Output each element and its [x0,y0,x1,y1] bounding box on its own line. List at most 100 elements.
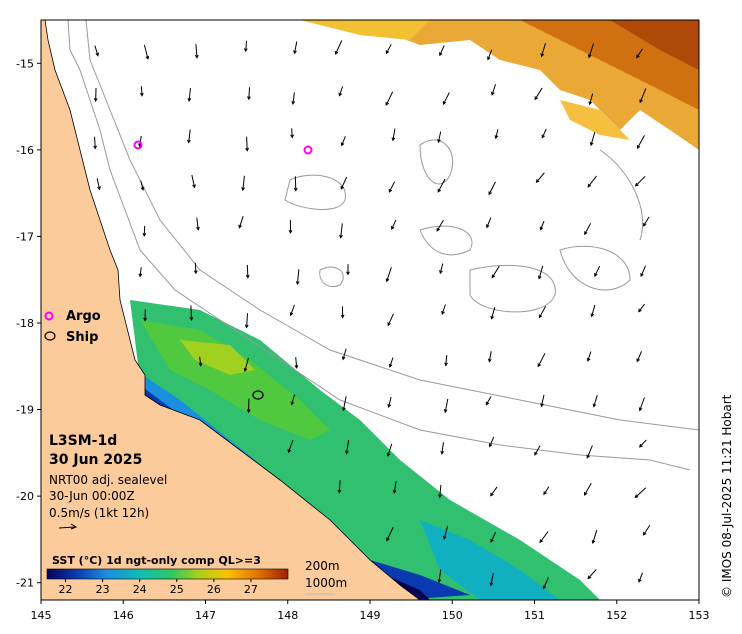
current-arrow-head [391,226,395,230]
current-arrow-head [539,226,544,231]
current-arrow-head [192,184,196,189]
current-arrow-head [486,224,490,229]
lat-tick-label: -21 [16,577,34,590]
current-arrow [140,86,143,96]
current-arrow-head [187,139,191,144]
colorbar-ticks: 22 23 24 25 26 27 [59,579,258,596]
current-arrow-head [436,227,440,232]
marker-legend: Argo Ship [44,309,101,345]
current-arrow-head [388,188,393,193]
lat-tick-label: -17 [16,230,34,243]
current-arrow-head [537,275,542,280]
lon-tick-label: 148 [277,609,298,622]
current-arrow-head [386,537,390,542]
current-arrow-head [244,324,249,329]
current-arrow [143,44,149,60]
current-arrow [194,262,197,274]
current-arrow [188,88,191,101]
current-arrow-head [387,322,391,327]
current-arrow [538,305,547,318]
argo-float-marker[interactable] [303,145,313,155]
current-arrow-head [345,450,349,455]
current-arrow [199,356,202,366]
current-arrow-head [295,281,300,286]
current-arrow [388,396,392,408]
colorbar-tick-label: 25 [170,583,184,596]
current-arrow [638,303,645,312]
current-arrow-head [139,92,144,97]
current-arrow [94,45,99,56]
latitude-axis: -15 -16 -17 -18 -19 -20 -21 [16,57,41,590]
current-arrow-head [640,273,644,278]
current-arrow-head [187,97,192,102]
current-arrow [288,439,294,453]
current-arrow-head [392,489,397,494]
current-arrow-head [541,134,546,139]
current-arrow [385,91,394,106]
info-line-1: NRT00 adj. sealevel [49,473,167,487]
current-arrow-head [245,147,250,152]
current-arrow-head [439,270,443,275]
current-arrow-head [340,142,345,147]
current-arrow [543,577,549,589]
current-arrow-head [586,357,591,362]
current-arrow [291,128,293,138]
current-arrow [643,216,650,227]
current-arrow-head [140,186,145,191]
current-arrow-head [590,313,595,318]
lon-tick-label: 149 [360,609,381,622]
current-arrow-head [491,91,495,96]
longitude-axis: 145 146 147 148 149 150 151 152 153 [31,600,710,622]
current-arrow [340,223,343,238]
current-arrow [588,43,594,58]
colorbar-gradient [46,568,289,580]
current-arrow-head [490,492,494,497]
info-line-3: 0.5m/s (1kt 12h) [49,506,149,520]
current-arrow-head [439,52,443,57]
current-arrow-head [591,540,596,545]
lon-tick-label: 147 [195,609,216,622]
current-arrow-head [642,531,647,536]
current-arrow [636,351,642,362]
current-arrow-head [588,101,593,106]
current-arrow-head [634,494,639,499]
isobath-1000m-label: 1000m [305,576,347,590]
argo-float-marker[interactable] [133,140,143,150]
current-arrow [491,265,500,278]
current-arrow [541,43,546,57]
current-arrow [444,398,449,413]
current-arrow-head [587,575,592,580]
colorbar: SST (°C) 1d ngt-only comp QL>=3 22 23 24 25… [46,554,289,596]
current-arrow-head [437,139,441,144]
current-arrow-head [340,185,344,190]
lon-tick-label: 151 [524,609,545,622]
current-arrow [487,49,493,60]
current-arrow-head [638,578,642,583]
current-arrow [443,525,449,539]
lon-tick-label: 150 [442,609,463,622]
lat-tick-label: -20 [16,490,34,503]
current-arrow-head [442,101,447,105]
current-arrow [196,217,199,230]
current-arrow-head [534,451,538,456]
ship-marker[interactable] [252,390,264,400]
current-arrow-head [584,231,588,236]
current-arrow-head [243,367,248,372]
current-arrow [294,176,297,191]
current-arrow [244,357,249,372]
current-arrow-head [138,273,143,278]
current-arrow [391,219,397,230]
current-arrow-head [294,365,299,369]
current-arrow [341,136,346,146]
current-arrow-head [193,270,198,275]
current-arrow-head [437,579,442,584]
current-arrow-head [639,99,643,104]
current-arrow [188,129,191,143]
current-arrow [388,181,396,193]
colorbar-tick-label: 24 [133,583,147,596]
current-arrow-head [287,449,292,454]
current-arrow-head [337,489,342,494]
current-arrow-head [245,274,250,279]
current-arrow [439,484,442,498]
